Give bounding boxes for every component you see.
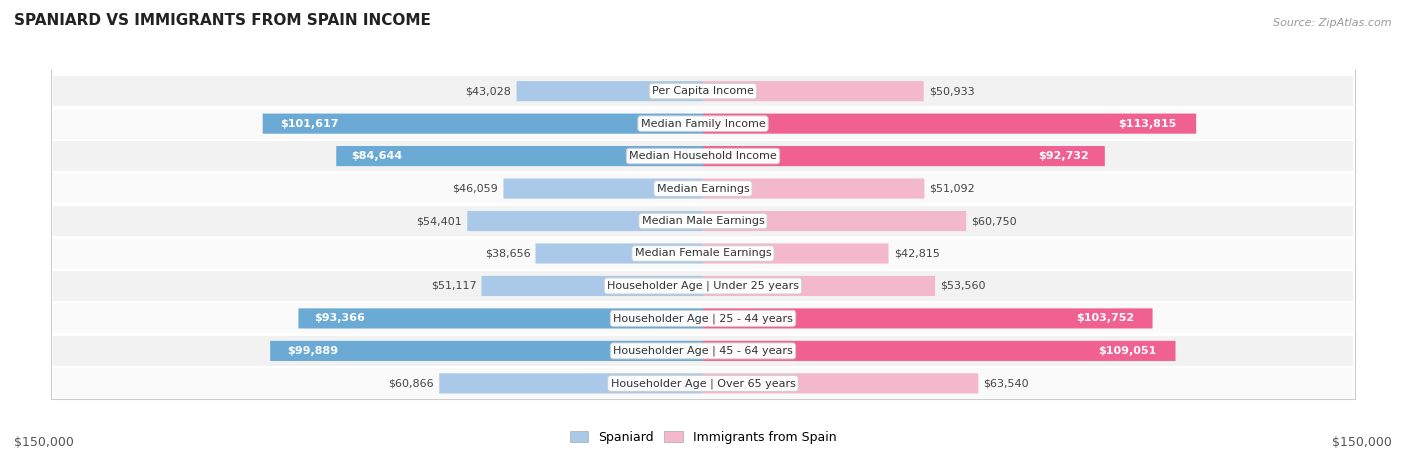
- Text: $51,117: $51,117: [430, 281, 477, 291]
- Text: Source: ZipAtlas.com: Source: ZipAtlas.com: [1274, 18, 1392, 28]
- Bar: [53, 304, 1353, 333]
- FancyBboxPatch shape: [703, 308, 1153, 328]
- FancyBboxPatch shape: [703, 146, 1105, 166]
- Bar: [53, 109, 1353, 139]
- FancyBboxPatch shape: [439, 373, 703, 393]
- Text: Per Capita Income: Per Capita Income: [652, 86, 754, 96]
- FancyBboxPatch shape: [263, 113, 703, 134]
- Text: Householder Age | Over 65 years: Householder Age | Over 65 years: [610, 378, 796, 389]
- Text: $50,933: $50,933: [929, 86, 974, 96]
- FancyBboxPatch shape: [703, 211, 966, 231]
- Text: Householder Age | 25 - 44 years: Householder Age | 25 - 44 years: [613, 313, 793, 324]
- Bar: [53, 76, 1353, 106]
- Text: $63,540: $63,540: [984, 378, 1029, 389]
- Text: $60,866: $60,866: [388, 378, 434, 389]
- Text: Householder Age | 45 - 64 years: Householder Age | 45 - 64 years: [613, 346, 793, 356]
- Text: $92,732: $92,732: [1038, 151, 1088, 161]
- FancyBboxPatch shape: [703, 81, 924, 101]
- FancyBboxPatch shape: [336, 146, 703, 166]
- Bar: [53, 141, 1353, 171]
- Text: $103,752: $103,752: [1077, 313, 1135, 324]
- Text: $42,815: $42,815: [894, 248, 939, 259]
- Text: $54,401: $54,401: [416, 216, 463, 226]
- Text: $43,028: $43,028: [465, 86, 512, 96]
- Text: Median Household Income: Median Household Income: [628, 151, 778, 161]
- Bar: [53, 174, 1353, 204]
- Text: $38,656: $38,656: [485, 248, 530, 259]
- FancyBboxPatch shape: [516, 81, 703, 101]
- FancyBboxPatch shape: [703, 341, 1175, 361]
- Text: $53,560: $53,560: [941, 281, 986, 291]
- Text: Median Family Income: Median Family Income: [641, 119, 765, 128]
- Bar: [53, 206, 1353, 236]
- Bar: [53, 336, 1353, 366]
- FancyBboxPatch shape: [481, 276, 703, 296]
- Bar: [53, 239, 1353, 269]
- Text: $93,366: $93,366: [315, 313, 366, 324]
- Text: $150,000: $150,000: [1331, 436, 1392, 449]
- Text: $84,644: $84,644: [352, 151, 402, 161]
- Text: $60,750: $60,750: [972, 216, 1017, 226]
- FancyBboxPatch shape: [703, 178, 924, 198]
- Text: $99,889: $99,889: [287, 346, 339, 356]
- Text: SPANIARD VS IMMIGRANTS FROM SPAIN INCOME: SPANIARD VS IMMIGRANTS FROM SPAIN INCOME: [14, 14, 430, 28]
- Text: Median Earnings: Median Earnings: [657, 184, 749, 193]
- Text: $51,092: $51,092: [929, 184, 976, 193]
- FancyBboxPatch shape: [467, 211, 703, 231]
- Bar: [53, 368, 1353, 398]
- Text: $113,815: $113,815: [1118, 119, 1177, 128]
- Legend: Spaniard, Immigrants from Spain: Spaniard, Immigrants from Spain: [565, 426, 841, 449]
- FancyBboxPatch shape: [298, 308, 703, 328]
- Text: $46,059: $46,059: [453, 184, 498, 193]
- FancyBboxPatch shape: [703, 276, 935, 296]
- Text: $150,000: $150,000: [14, 436, 75, 449]
- Text: Householder Age | Under 25 years: Householder Age | Under 25 years: [607, 281, 799, 291]
- Text: Median Male Earnings: Median Male Earnings: [641, 216, 765, 226]
- FancyBboxPatch shape: [703, 373, 979, 393]
- FancyBboxPatch shape: [503, 178, 703, 198]
- FancyBboxPatch shape: [703, 113, 1197, 134]
- FancyBboxPatch shape: [703, 243, 889, 263]
- Text: $109,051: $109,051: [1098, 346, 1157, 356]
- FancyBboxPatch shape: [536, 243, 703, 263]
- Text: Median Female Earnings: Median Female Earnings: [634, 248, 772, 259]
- FancyBboxPatch shape: [270, 341, 703, 361]
- Bar: [53, 271, 1353, 301]
- Text: $101,617: $101,617: [280, 119, 339, 128]
